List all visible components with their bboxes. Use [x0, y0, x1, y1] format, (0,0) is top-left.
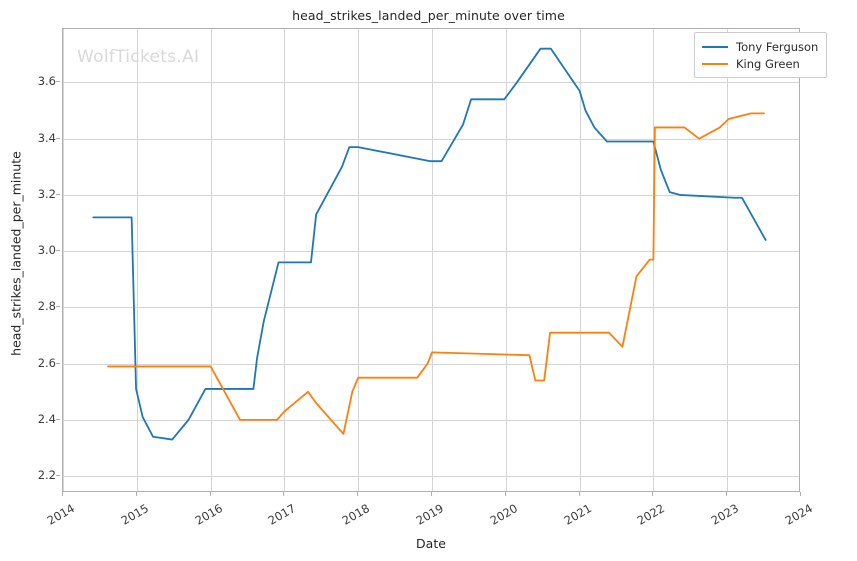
- gridline-horizontal: [63, 82, 799, 83]
- legend-label-king-green: King Green: [736, 56, 800, 71]
- y-axis-ticks: 2.2 2.4 2.6 2.8 3.0 3.2 3.4 3.6: [0, 28, 60, 492]
- legend-item: Tony Ferguson: [702, 38, 818, 55]
- y-tick-mark: [56, 306, 60, 307]
- x-tick-mark: [800, 492, 801, 496]
- x-tick-mark: [726, 492, 727, 496]
- x-tick-mark: [652, 492, 653, 496]
- y-tick-mark: [56, 138, 60, 139]
- gridline-vertical: [211, 29, 212, 491]
- gridline-vertical: [137, 29, 138, 491]
- gridline-vertical: [63, 29, 64, 491]
- y-axis-label: head_strikes_landed_per_minute: [8, 151, 24, 356]
- gridline-vertical: [284, 29, 285, 491]
- y-tick-label: 3.0: [37, 243, 56, 258]
- y-tick-mark: [56, 419, 60, 420]
- series-line-king-green: [107, 112, 765, 435]
- x-tick-mark: [431, 492, 432, 496]
- legend-item: King Green: [702, 55, 818, 72]
- x-tick-mark: [136, 492, 137, 496]
- x-tick-mark: [579, 492, 580, 496]
- chart-title: head_strikes_landed_per_minute over time: [292, 8, 565, 23]
- gridline-horizontal: [63, 139, 799, 140]
- y-tick-label: 2.4: [37, 411, 56, 426]
- y-tick-mark: [56, 81, 60, 82]
- x-axis-ticks: 2014 2015 2016 2017 2018 2019 2020 2021 2022 2023…: [45, 492, 815, 538]
- gridline-horizontal: [63, 364, 799, 365]
- gridline-horizontal: [63, 251, 799, 252]
- gridline-horizontal: [63, 307, 799, 308]
- x-tick-mark: [283, 492, 284, 496]
- y-tick-label: 3.4: [37, 130, 56, 145]
- gridline-vertical: [506, 29, 507, 491]
- x-tick-mark: [357, 492, 358, 496]
- watermark-text: WolfTickets.AI: [77, 47, 200, 67]
- y-tick-mark: [56, 475, 60, 476]
- legend-swatch-king-green: [702, 62, 728, 65]
- y-tick-label: 2.2: [37, 468, 56, 483]
- x-tick-mark: [62, 492, 63, 496]
- y-tick-label: 2.6: [37, 355, 56, 370]
- gridline-horizontal: [63, 420, 799, 421]
- legend-swatch-tony-ferguson: [702, 45, 728, 48]
- y-tick-label: 2.8: [37, 299, 56, 314]
- x-axis-label: Date: [416, 536, 446, 551]
- chart-legend[interactable]: Tony Ferguson King Green: [694, 32, 828, 78]
- x-tick-mark: [210, 492, 211, 496]
- x-tick-mark: [505, 492, 506, 496]
- series-line-tony-ferguson: [92, 47, 767, 441]
- gridline-horizontal: [63, 195, 799, 196]
- y-tick-mark: [56, 363, 60, 364]
- y-tick-label: 3.2: [37, 186, 56, 201]
- y-tick-label: 3.6: [37, 74, 56, 89]
- y-tick-mark: [56, 250, 60, 251]
- gridline-vertical: [580, 29, 581, 491]
- gridline-horizontal: [63, 476, 799, 477]
- gridline-vertical: [432, 29, 433, 491]
- legend-label-tony-ferguson: Tony Ferguson: [736, 39, 819, 54]
- y-tick-mark: [56, 194, 60, 195]
- gridline-vertical: [727, 29, 728, 491]
- plot-area: WolfTickets.AI: [62, 28, 800, 492]
- gridline-vertical: [358, 29, 359, 491]
- series-layer: [92, 47, 767, 441]
